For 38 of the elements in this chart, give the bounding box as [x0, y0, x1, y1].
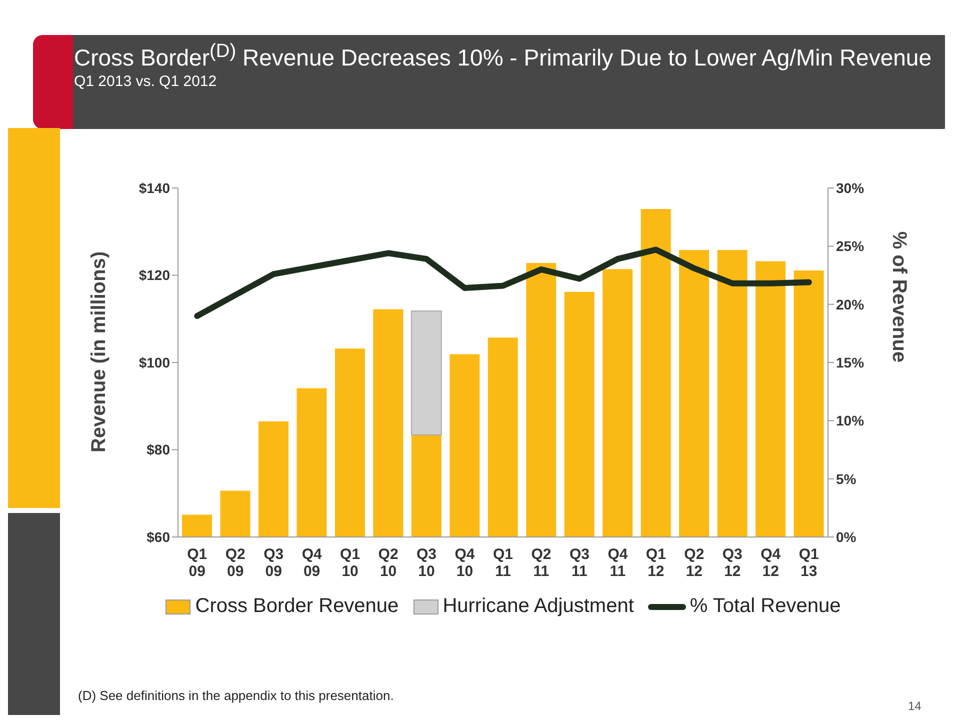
y-axis-title: Revenue (in millions)	[88, 251, 110, 452]
x-tick-label: Q2 12	[684, 546, 704, 580]
chart-title: Cross Border$^{(D)}$ Revenue Decreases 10% - Primarily Due to Lower Ag/Min Revenue	[74, 40, 933, 72]
y-tick-label: $100	[138, 354, 170, 370]
x-tick-label: Q2 11	[531, 546, 552, 580]
y-tick-label: $60	[146, 528, 170, 545]
x-tick-label: Q1 13	[798, 546, 819, 580]
chart-subtitle: Q1 2013 vs. Q1 2012	[74, 72, 218, 90]
x-tick-label: Q4 10	[454, 546, 476, 580]
y2-tick-label: 25%	[836, 238, 865, 254]
x-tick-label: Q3 11	[569, 546, 590, 580]
x-tick-label: Q4 12	[760, 546, 782, 580]
x-tick-label: Q1 09	[187, 546, 208, 580]
legend-label: Hurricane Adjustment	[442, 595, 634, 618]
y2-tick-label: 0%	[836, 528, 857, 545]
y2-tick-label: 10%	[836, 412, 865, 429]
x-tick-label: Q3 09	[264, 546, 284, 580]
x-tick-label: Q3 10	[416, 546, 437, 580]
y-tick-label: $140	[138, 180, 170, 196]
y-tick-label: $120	[138, 267, 170, 284]
x-tick-label: Q1 11	[492, 546, 514, 580]
legend-label: % Total Revenue	[690, 595, 841, 618]
legend-label: Cross Border Revenue	[195, 595, 399, 618]
x-tick-label: Q2 09	[225, 546, 246, 580]
x-tick-label: Q2 10	[378, 546, 398, 580]
x-tick-label: Q4 11	[608, 546, 628, 580]
y2-tick-label: 15%	[836, 354, 865, 370]
y2-axis-title: % of Revenue	[888, 231, 910, 362]
y2-tick-label: 20%	[836, 296, 865, 312]
text: 14	[908, 698, 922, 714]
x-tick-label: Q3 12	[722, 546, 742, 580]
x-tick-label: Q1 12	[646, 546, 666, 580]
x-tick-label: Q1 10	[340, 546, 360, 580]
y2-tick-label: 30%	[836, 180, 865, 196]
text: (D) See definitions in the appendix to this presentation.	[78, 688, 394, 703]
x-tick-label: Q4 09	[302, 546, 322, 580]
y2-tick-label: 5%	[836, 470, 857, 487]
y-tick-label: $80	[146, 442, 170, 458]
